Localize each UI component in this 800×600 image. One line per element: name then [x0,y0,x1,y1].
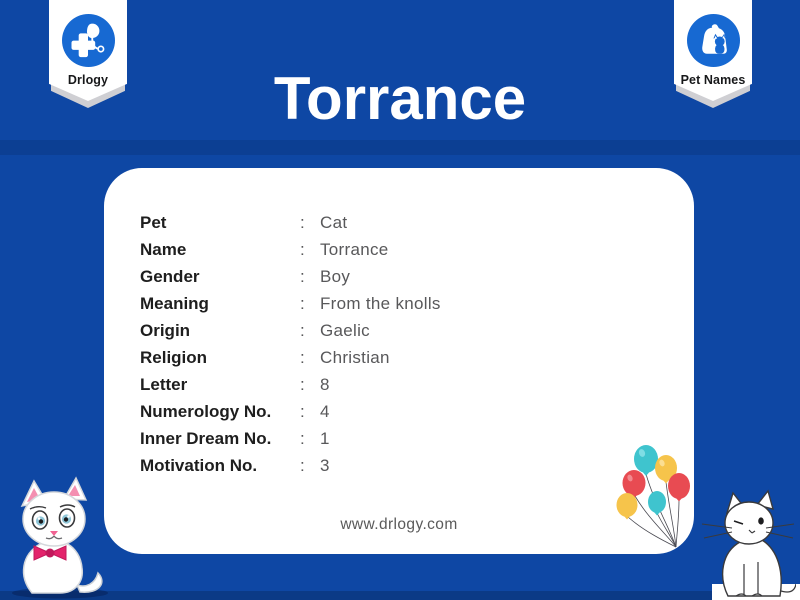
detail-value: 1 [320,428,330,448]
detail-value: Christian [320,347,390,367]
detail-row: Pet: Cat [140,209,570,236]
balloons-illustration [616,445,690,548]
detail-separator: : [300,347,305,367]
page-title: Torrance [273,65,527,132]
detail-separator: : [300,212,305,232]
drlogy-badge: Drlogy [49,0,127,112]
detail-label: Meaning [140,293,209,313]
detail-separator: : [300,455,305,475]
detail-label: Religion [140,347,208,367]
pet-names-badge: Pet Names [674,0,752,112]
detail-row: Name: Torrance [140,236,570,263]
detail-row: Religion: Christian [140,344,570,371]
detail-value: Boy [320,266,351,286]
detail-label: Name [140,239,187,259]
ribbon-banner: Drlogy [49,0,127,101]
detail-row: Gender: Boy [140,263,570,290]
detail-value: From the knolls [320,293,441,313]
detail-separator: : [300,374,305,394]
detail-separator: : [300,239,305,259]
pet-names-logo-circle [686,14,740,67]
detail-value: Torrance [320,239,389,259]
detail-value: Gaelic [320,320,370,340]
detail-row: Origin: Gaelic [140,317,570,344]
detail-row: Numerology No.:4 [140,398,570,425]
detail-label: Pet [140,212,167,232]
detail-label: Gender [140,266,200,286]
dog-and-cat-icon [702,23,727,54]
background-stripe [0,140,800,155]
details-card: Pet: Cat Name: Torrance Gender: Boy Meaning: Fr… [104,168,694,554]
background-bottom-bar [0,591,800,600]
detail-label: Motivation No. [140,455,258,475]
kitten-illustration [12,476,108,599]
detail-row: Meaning: From the knolls [140,290,570,317]
detail-separator: : [300,293,305,313]
details-table: Pet: Cat Name: Torrance Gender: Boy Meaning: Fr… [140,209,570,479]
detail-value: 8 [320,374,330,394]
detail-label: Inner Dream No. [140,428,272,448]
website-text: www.drlogy.com [340,516,458,533]
detail-value: 3 [320,455,330,475]
detail-value: Cat [320,212,348,232]
cat-illustration [701,489,796,597]
detail-label: Origin [140,320,191,340]
detail-separator: : [300,401,305,421]
detail-label: Numerology No. [140,401,272,421]
detail-value: 4 [320,401,330,421]
drlogy-logo-circle [61,14,115,67]
detail-row: Motivation No.:3 [140,452,570,479]
detail-row: Letter:8 [140,371,570,398]
ribbon-banner: Pet Names [674,0,752,101]
detail-label: Letter [140,374,188,394]
pet-names-badge-label: Pet Names [680,73,746,87]
detail-separator: : [300,266,305,286]
detail-separator: : [300,428,305,448]
detail-row: Inner Dream No.:1 [140,425,570,452]
drlogy-badge-label: Drlogy [67,73,109,87]
detail-separator: : [300,320,305,340]
medical-cross-stethoscope-icon [71,23,105,57]
